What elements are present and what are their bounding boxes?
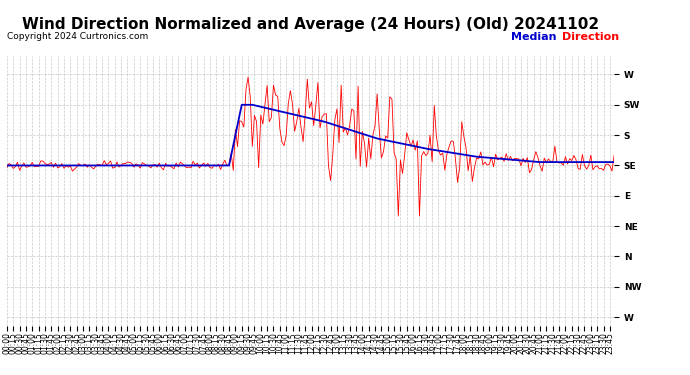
Text: Copyright 2024 Curtronics.com: Copyright 2024 Curtronics.com: [7, 32, 148, 41]
Text: Wind Direction Normalized and Average (24 Hours) (Old) 20241102: Wind Direction Normalized and Average (2…: [22, 17, 599, 32]
Text: Median: Median: [511, 32, 556, 42]
Text: Direction: Direction: [562, 32, 620, 42]
